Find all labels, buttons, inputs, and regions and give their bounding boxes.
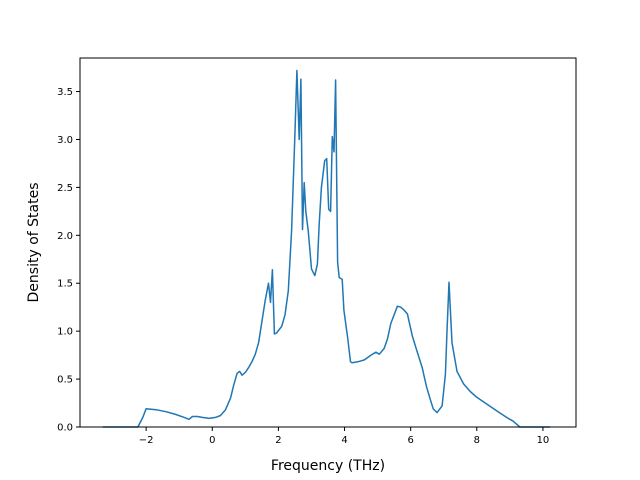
- x-axis-title: Frequency (THz): [271, 458, 385, 474]
- axes-frame: [79, 57, 577, 428]
- y-tick-label: 2.5: [57, 183, 73, 194]
- y-tick-label: 1.5: [57, 279, 73, 290]
- x-tick-label: 10: [537, 435, 550, 446]
- y-tick-label: 0.0: [57, 423, 73, 434]
- y-tick-label: 2.0: [57, 231, 73, 242]
- ticks-layer: −2 0 2 4 6 8 10 0.0 0.5 1.0 1.5 2.0 2.5 3.0 3.5: [57, 87, 549, 446]
- plot-layer: [102, 69, 551, 428]
- x-tick-label: 4: [341, 435, 347, 446]
- y-tick-label: 3.5: [57, 87, 73, 98]
- x-tick-label: 0: [209, 435, 215, 446]
- x-tick-label: −2: [139, 435, 154, 446]
- x-tick-label: 6: [407, 435, 413, 446]
- y-axis-title: Density of States: [26, 183, 42, 303]
- x-tick-label: 8: [474, 435, 480, 446]
- y-tick-label: 1.0: [57, 327, 73, 338]
- y-tick-label: 0.5: [57, 375, 73, 386]
- x-tick-label: 2: [275, 435, 281, 446]
- y-tick-label: 3.0: [57, 135, 73, 146]
- dos-series-line: [102, 69, 551, 428]
